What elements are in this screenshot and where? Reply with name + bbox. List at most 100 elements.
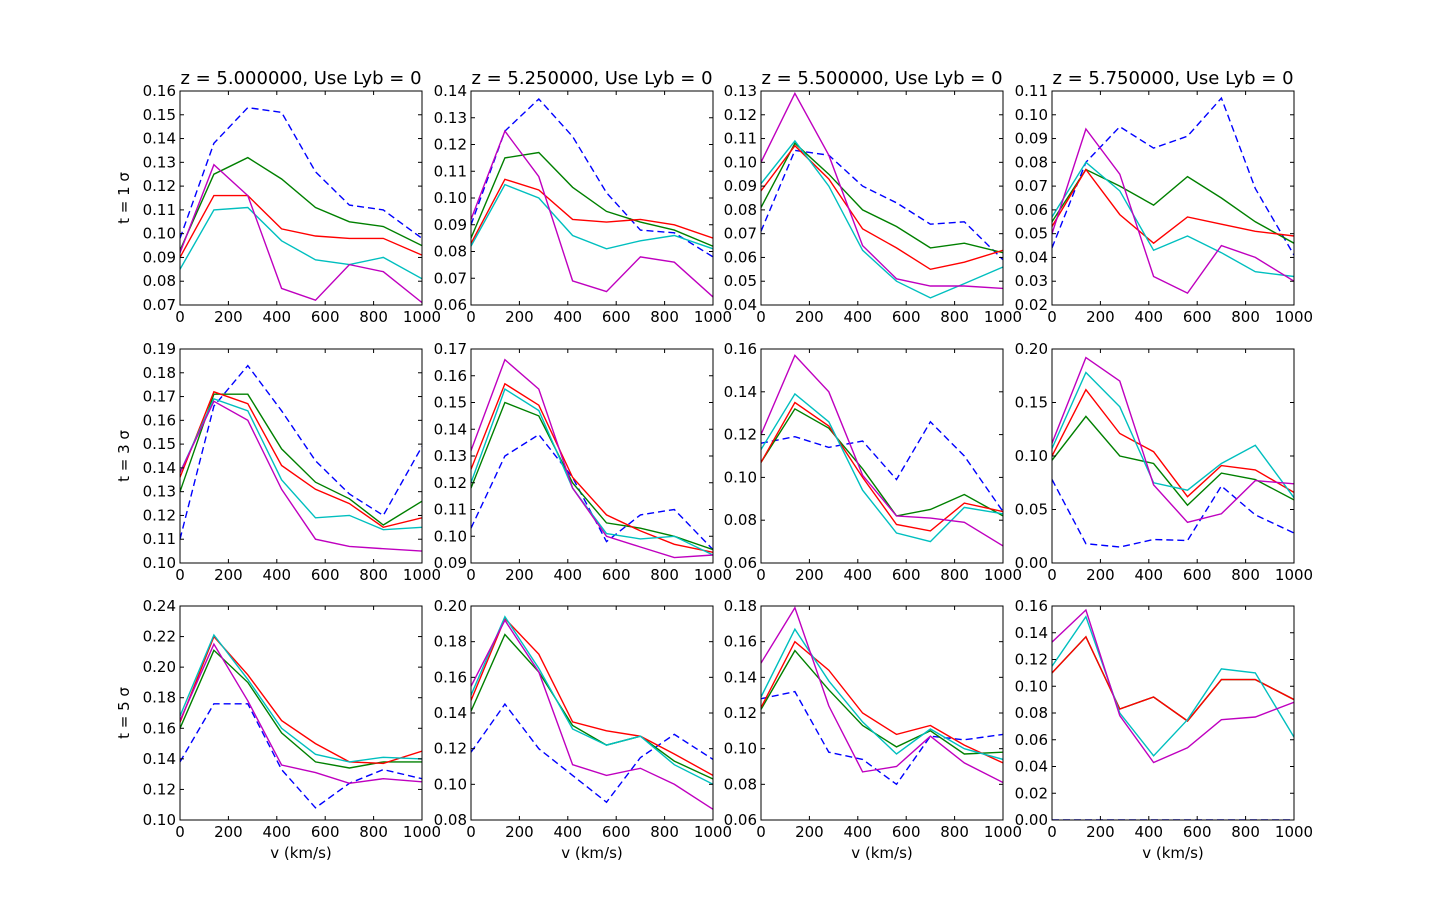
x-tick-label: 400 [843,566,872,584]
series-group [761,91,1003,299]
axes-frame [760,90,1004,306]
x-tick-label: 200 [214,566,243,584]
series-line-2 [761,144,1003,271]
y-tick-label: 0.05 [1015,501,1048,519]
y-tick-label: 0.07 [724,225,757,243]
x-tick-label: 600 [892,308,921,326]
series-group [761,606,1003,786]
axes-frame [1051,605,1295,821]
x-tick-label: 0 [175,308,185,326]
x-tick-label: 0 [756,823,766,841]
y-tick-label: 0.10 [724,740,757,758]
x-tick-label: 0 [466,566,476,584]
x-tick-label: 600 [1183,566,1212,584]
y-tick-label: 0.14 [143,130,176,148]
subplot-r2-c1: 0 200 400 600 800 1000 0.08 0.10 0.12 0.14 0.16 0.1… [434,597,733,841]
y-tick-label: 0.00 [1015,811,1048,829]
series-line-4 [180,642,422,785]
y-tick-label: 0.06 [1015,731,1048,749]
subplot-r1-c1: 0 200 400 600 800 1000 0.09 0.10 0.11 0.12 0.13 0.1… [434,340,733,584]
y-tick-label: 0.08 [724,201,757,219]
series-line-3 [471,183,713,250]
series-line-1 [471,401,713,551]
series-group [761,354,1003,547]
x-tick-label: 200 [1086,566,1115,584]
y-tick-label: 0.16 [434,367,467,385]
series-line-0 [1052,479,1294,548]
y-tick-label: 0.09 [434,554,467,572]
series-group [180,633,422,809]
y-tick-label: 0.08 [724,775,757,793]
column-title: z = 5.000000, Use Lyb = 0 [180,68,421,89]
series-line-1 [761,142,1003,254]
series-line-0 [471,433,713,551]
subplot-r1-c0: 0 200 400 600 800 1000 0.10 0.11 0.12 0.13 0.14 0.1… [143,340,442,584]
x-tick-label: 800 [650,823,679,841]
y-tick-label: 0.20 [434,597,467,615]
axes-frame [1051,90,1295,306]
y-tick-label: 0.12 [434,740,467,758]
axes-frame [470,348,714,564]
y-tick-label: 0.00 [1015,554,1048,572]
y-tick-label: 0.12 [143,177,176,195]
subplot-r1-c3: 0 200 400 600 800 1000 0.00 0.05 0.10 0.15 0.20 [1015,340,1314,584]
y-tick-label: 0.08 [434,811,467,829]
series-line-2 [471,382,713,553]
y-tick-label: 0.10 [1015,447,1048,465]
axes-frame [1051,348,1295,564]
x-tick-label: 400 [553,308,582,326]
x-tick-label: 800 [940,823,969,841]
y-tick-label: 0.10 [1015,677,1048,695]
series-group [1052,356,1294,548]
y-tick-label: 0.15 [143,435,176,453]
x-tick-label: 400 [262,566,291,584]
x-tick-label: 600 [892,566,921,584]
row-label: t = 5 σ [115,687,133,739]
x-tick-label: 600 [311,823,340,841]
series-line-3 [1052,615,1294,757]
subplot-r2-c0: 0 200 400 600 800 1000 0.10 0.12 0.14 0.16 0.18 0.2… [143,597,442,841]
column-title: z = 5.750000, Use Lyb = 0 [1052,68,1293,89]
y-tick-label: 0.10 [724,153,757,171]
y-tick-label: 0.20 [1015,340,1048,358]
y-tick-label: 0.06 [724,554,757,572]
x-tick-label: 1000 [694,823,732,841]
series-line-4 [761,354,1003,547]
y-tick-label: 0.11 [143,201,176,219]
x-tick-label: 800 [1231,823,1260,841]
series-line-4 [471,129,713,298]
y-tick-label: 0.12 [724,426,757,444]
y-tick-label: 0.10 [143,554,176,572]
y-tick-label: 0.16 [143,82,176,100]
x-tick-label: 200 [795,308,824,326]
y-tick-label: 0.08 [1015,704,1048,722]
y-tick-label: 0.02 [1015,784,1048,802]
series-line-1 [471,151,713,247]
column-title: z = 5.500000, Use Lyb = 0 [761,68,1002,89]
series-line-1 [1052,415,1294,507]
x-tick-label: 1000 [1275,308,1313,326]
series-group [471,97,713,298]
y-tick-label: 0.10 [434,189,467,207]
series-line-0 [471,97,713,258]
y-tick-label: 0.04 [1015,758,1048,776]
series-line-4 [471,618,713,810]
x-tick-label: 0 [466,308,476,326]
x-tick-label: 200 [214,308,243,326]
y-tick-label: 0.15 [1015,394,1048,412]
row-label: t = 3 σ [115,430,133,482]
series-line-3 [471,388,713,556]
y-tick-label: 0.08 [1015,153,1048,171]
y-tick-label: 0.06 [434,296,467,314]
y-tick-label: 0.07 [434,269,467,287]
series-group [471,615,713,810]
y-tick-label: 0.18 [143,364,176,382]
series-line-2 [471,178,713,244]
x-tick-label: 1000 [694,566,732,584]
subplot-r0-c0: 0 200 400 600 800 1000 0.07 0.08 0.09 0.10 0.11 0.1… [143,82,442,326]
y-tick-label: 0.03 [1015,272,1048,290]
x-tick-label: 600 [892,823,921,841]
x-tick-label: 0 [1047,566,1057,584]
y-tick-label: 0.14 [434,420,467,438]
series-line-3 [180,633,422,763]
